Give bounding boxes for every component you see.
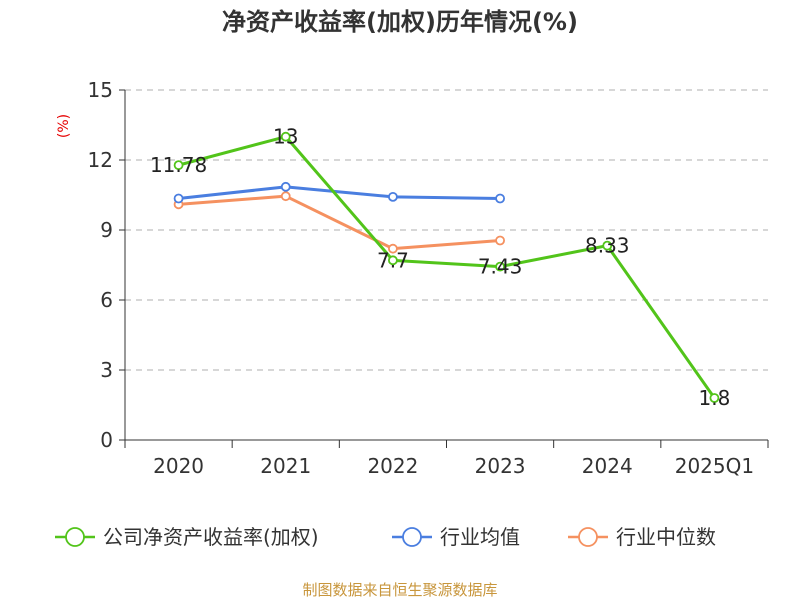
x-tick-label: 2023 (475, 454, 526, 478)
series-1-point (173, 193, 184, 204)
series-2-point (280, 191, 291, 202)
series-2-point (388, 243, 398, 254)
y-tick-label: 6 (100, 288, 113, 312)
series-0-point (388, 255, 398, 266)
series-0-line (178, 135, 716, 399)
y-tick-label: 0 (100, 428, 113, 452)
data-label: 11.78 (150, 153, 207, 177)
data-source-note: 制图数据来自恒生聚源数据库 (302, 581, 497, 599)
legend-label: 公司净资产收益率(加权) (103, 525, 319, 549)
legend-label: 行业均值 (440, 525, 520, 549)
y-tick-label: 3 (100, 358, 113, 382)
series-0-point (709, 393, 720, 403)
series-1-point (280, 181, 291, 192)
y-axis-label: (%) (56, 114, 72, 138)
series-1-point (388, 191, 398, 202)
legend-marker (65, 527, 85, 547)
chart-title: 净资产收益率(加权)历年情况(%) (222, 8, 578, 36)
x-tick-label: 2021 (260, 454, 311, 478)
series-1-point (495, 193, 505, 204)
legend-item-1: 行业均值 (392, 525, 520, 549)
y-tick-label: 15 (88, 78, 113, 102)
x-tick-label: 2020 (153, 454, 204, 478)
legend-item-0: 公司净资产收益率(加权) (55, 525, 319, 549)
data-label: 8.33 (585, 234, 630, 258)
data-label: 13 (273, 125, 298, 149)
series-2-point (495, 235, 505, 246)
series-0-point (495, 261, 505, 272)
x-tick-label: 2022 (367, 454, 418, 478)
legend-marker (578, 527, 598, 547)
series-2-line (178, 194, 501, 251)
y-tick-label: 9 (100, 218, 113, 242)
legend-label: 行业中位数 (616, 525, 716, 549)
series-0-point (280, 131, 291, 142)
legend-marker (402, 527, 422, 547)
x-tick-label: 2025Q1 (675, 454, 754, 478)
data-label: 7.7 (377, 248, 409, 272)
series-0-point (173, 160, 184, 171)
data-label: 7.43 (478, 255, 523, 279)
legend-item-2: 行业中位数 (568, 525, 716, 549)
x-tick-label: 2024 (582, 454, 633, 478)
data-label: 1.8 (699, 386, 731, 410)
y-tick-label: 12 (88, 148, 113, 172)
series-0-point (602, 240, 613, 251)
series-1-line (178, 185, 501, 200)
